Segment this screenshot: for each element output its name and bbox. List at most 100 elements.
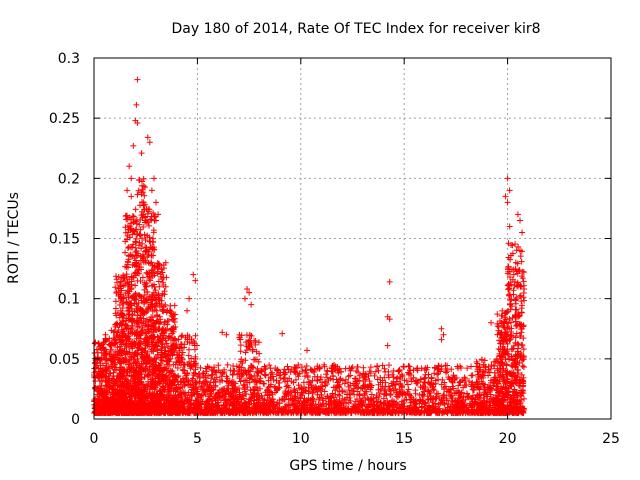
data-point xyxy=(129,244,136,251)
data-point xyxy=(117,404,124,411)
data-point xyxy=(98,371,105,378)
data-point xyxy=(122,341,129,348)
data-point xyxy=(137,340,144,347)
data-point xyxy=(134,344,141,351)
data-point xyxy=(122,404,129,411)
data-point xyxy=(102,367,109,374)
data-point xyxy=(134,409,141,416)
data-point xyxy=(98,385,105,392)
data-point xyxy=(126,349,133,356)
data-point xyxy=(132,206,139,213)
data-point xyxy=(137,202,144,209)
data-point xyxy=(132,296,139,303)
data-point xyxy=(134,323,141,330)
scatter-points xyxy=(91,76,528,416)
data-point xyxy=(122,376,129,383)
data-point xyxy=(102,393,109,400)
data-point xyxy=(101,338,108,345)
data-point xyxy=(124,245,131,252)
data-point xyxy=(126,214,133,221)
data-point xyxy=(139,274,146,281)
data-point xyxy=(141,192,148,199)
data-point xyxy=(142,367,149,374)
data-point xyxy=(132,359,139,366)
data-point xyxy=(122,332,129,339)
chart-title: Day 180 of 2014, Rate Of TEC Index for r… xyxy=(171,21,540,37)
data-point xyxy=(144,253,151,260)
data-point xyxy=(105,389,112,396)
data-point xyxy=(126,365,133,372)
data-point xyxy=(122,224,129,231)
data-point xyxy=(132,269,139,276)
data-point xyxy=(140,223,147,230)
data-point xyxy=(133,400,140,407)
data-point xyxy=(136,242,143,249)
data-point xyxy=(106,370,113,377)
data-point xyxy=(142,259,149,266)
data-point xyxy=(117,391,124,398)
data-point xyxy=(129,212,136,219)
data-point xyxy=(122,249,129,256)
data-point xyxy=(93,346,100,353)
data-point xyxy=(136,270,143,277)
data-point xyxy=(116,356,123,363)
data-point xyxy=(122,290,129,297)
data-point xyxy=(137,404,144,411)
data-point xyxy=(150,227,157,234)
data-point xyxy=(134,372,141,379)
data-point xyxy=(138,328,145,335)
data-point xyxy=(122,355,129,362)
data-point xyxy=(132,259,139,266)
data-point xyxy=(139,324,146,331)
data-point xyxy=(134,277,141,284)
data-point xyxy=(132,226,139,233)
data-point xyxy=(133,317,140,324)
data-point xyxy=(95,398,102,405)
data-point xyxy=(138,345,145,352)
data-point xyxy=(112,408,119,415)
data-point xyxy=(148,259,155,266)
data-point xyxy=(128,318,135,325)
data-point xyxy=(113,378,120,385)
data-point xyxy=(96,388,103,395)
data-point xyxy=(98,342,105,349)
data-point xyxy=(94,362,101,369)
data-point xyxy=(99,362,106,369)
data-point xyxy=(133,296,140,303)
grid-layer xyxy=(94,58,611,419)
data-point xyxy=(127,363,134,370)
data-point xyxy=(128,220,135,227)
data-point xyxy=(122,390,129,397)
data-point xyxy=(136,381,143,388)
data-point xyxy=(138,178,145,185)
data-point xyxy=(123,299,130,306)
data-point xyxy=(95,340,102,347)
data-point xyxy=(138,189,145,196)
data-point xyxy=(113,312,120,319)
data-point xyxy=(122,359,129,366)
data-point xyxy=(133,351,140,358)
data-point xyxy=(136,362,143,369)
data-point xyxy=(129,293,136,300)
data-point xyxy=(142,214,149,221)
data-point xyxy=(146,293,153,300)
data-point xyxy=(104,409,111,416)
data-point xyxy=(125,379,132,386)
data-point xyxy=(111,361,118,368)
data-point xyxy=(125,226,132,233)
data-point xyxy=(122,334,129,341)
data-point xyxy=(111,328,118,335)
data-point xyxy=(117,346,124,353)
data-point xyxy=(104,398,111,405)
data-point xyxy=(136,292,143,299)
data-point xyxy=(108,347,115,354)
data-point xyxy=(97,368,104,375)
data-point xyxy=(139,214,146,221)
data-point xyxy=(125,326,132,333)
data-point xyxy=(113,354,120,361)
data-point xyxy=(129,262,136,269)
data-point xyxy=(126,276,133,283)
data-point xyxy=(124,222,131,229)
data-point xyxy=(143,309,150,316)
